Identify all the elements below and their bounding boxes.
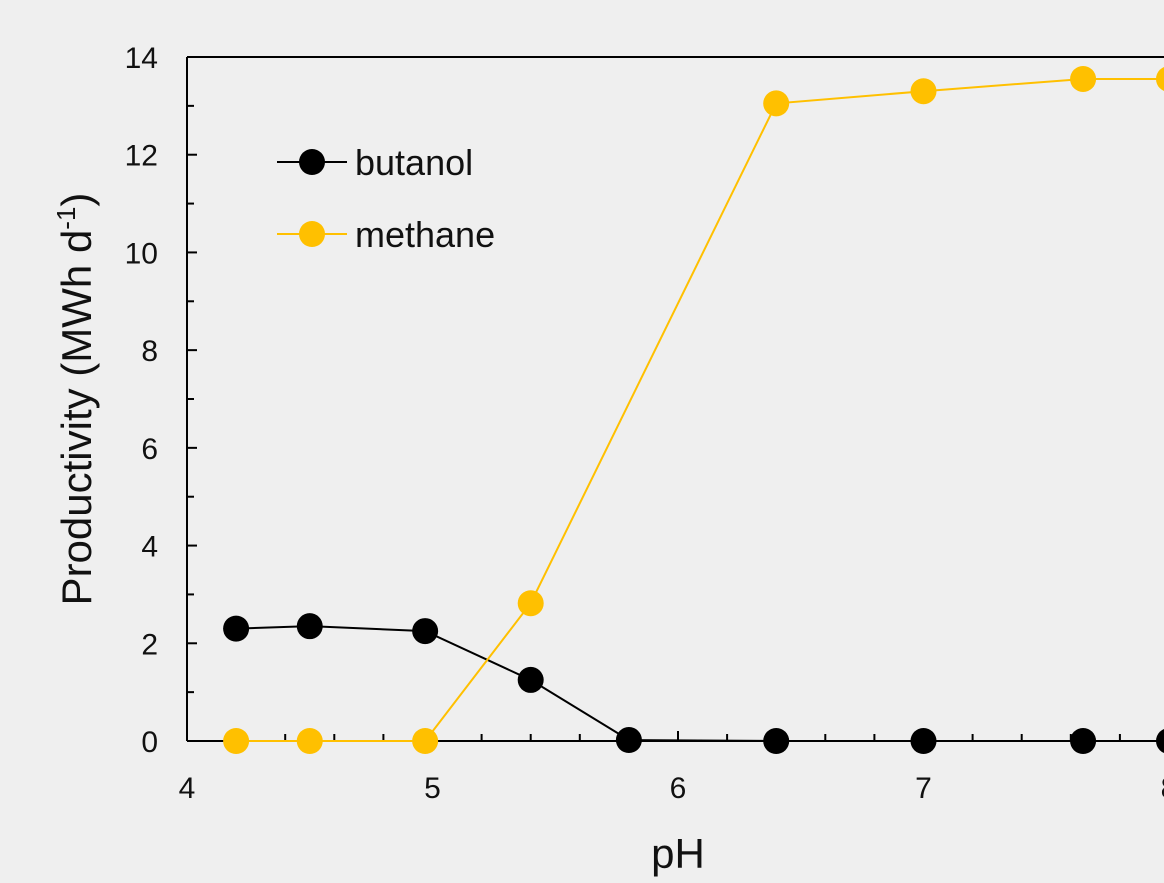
- y-tick-label: 4: [141, 531, 158, 564]
- y-axis-title: Productivity (MWh d-1): [51, 193, 100, 606]
- data-point-methane: [763, 90, 790, 117]
- legend: butanol methane: [277, 142, 495, 255]
- legend-marker-butanol: [299, 149, 325, 175]
- legend-item-methane: methane: [277, 214, 495, 255]
- series-line-methane: [236, 77, 1164, 742]
- data-point-butanol: [910, 728, 937, 754]
- legend-marker-methane: [299, 221, 325, 247]
- data-point-butanol: [223, 615, 250, 642]
- legend-label-methane: methane: [355, 214, 495, 255]
- data-point-butanol: [1156, 729, 1164, 753]
- x-tick-label: 7: [915, 772, 932, 805]
- data-point-methane: [223, 728, 250, 754]
- y-tick-label: 0: [141, 726, 158, 759]
- y-axis-title-main: Productivity (MWh d: [53, 230, 100, 606]
- y-tick-label: 14: [125, 42, 158, 75]
- data-point-butanol: [412, 618, 439, 645]
- data-point-methane: [1070, 65, 1097, 92]
- legend-label-butanol: butanol: [355, 142, 473, 183]
- y-tick-label: 8: [141, 335, 158, 368]
- legend-item-butanol: butanol: [277, 142, 473, 183]
- y-axis-title-close: ): [53, 193, 100, 207]
- y-tick-label: 6: [141, 433, 158, 466]
- y-tick-label: 2: [141, 628, 158, 661]
- data-point-methane: [412, 728, 439, 754]
- data-point-methane: [517, 590, 544, 617]
- data-point-butanol: [296, 613, 323, 640]
- data-point-butanol: [517, 666, 544, 693]
- x-tick-label: 8: [1161, 772, 1164, 805]
- y-tick-label: 12: [125, 140, 158, 173]
- data-point-methane: [910, 78, 937, 105]
- x-axis-title: pH: [651, 830, 705, 877]
- series-methane: [223, 65, 1164, 754]
- series-butanol: [223, 613, 1164, 754]
- data-point-methane: [1156, 66, 1164, 91]
- ticks: [186, 56, 1121, 742]
- x-tick-label: 6: [670, 772, 687, 805]
- y-tick-label: 10: [125, 237, 158, 270]
- series-layer: [223, 65, 1164, 754]
- data-point-butanol: [615, 727, 642, 754]
- data-point-butanol: [763, 728, 790, 754]
- data-point-butanol: [1070, 728, 1097, 754]
- y-axis-title-superscript: -1: [51, 207, 81, 230]
- x-tick-label: 4: [179, 772, 196, 805]
- x-tick-label: 5: [424, 772, 441, 805]
- data-point-methane: [296, 728, 323, 754]
- tick-labels: 0 2 4 6 8 10 12 14 4 5 6 7 8: [125, 42, 1164, 805]
